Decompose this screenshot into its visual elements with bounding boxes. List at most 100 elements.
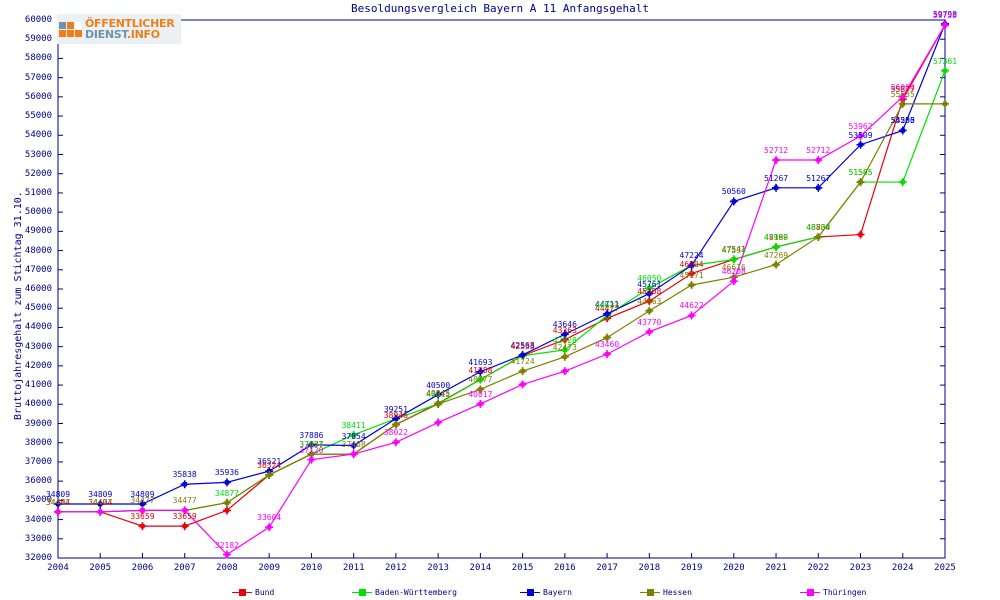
x-axis-tick: 2019 [680,563,703,573]
x-axis-tick: 2010 [300,563,323,573]
data-point-label: 45171 [679,271,704,280]
data-point [772,260,781,269]
logo-dienst: DIENST [85,28,127,41]
legend-item-hessen[interactable]: Hessen [640,588,692,597]
y-axis-tick: 42000 [24,360,52,371]
data-point [518,350,527,359]
x-axis-tick: 2004 [47,563,69,573]
data-point-label: 47534 [721,245,746,255]
data-point-label: 55877 [890,85,915,95]
legend-item-bayern[interactable]: Bayern [520,588,572,597]
data-point-label: 36324 [257,460,282,470]
x-axis-tick: 2015 [511,563,534,573]
data-point [729,255,738,264]
x-axis-tick: 2018 [638,563,661,573]
data-point-label: 34477 [172,496,197,506]
y-axis-tick: 43000 [24,341,52,352]
x-axis-tick: 2024 [891,563,914,573]
data-point-label: 37408 [341,440,366,450]
y-axis-tick: 37000 [24,456,52,467]
logo-line-1: ÖFFENTLICHER [85,17,175,30]
data-point [180,522,189,531]
legend-swatch-icon [352,588,372,597]
data-point-label: 43770 [637,317,662,327]
data-point-label: 37854 [341,431,366,441]
x-axis-tick: 2013 [427,563,449,573]
legend-label: Bund [255,588,275,597]
page-title: Besoldungsvergleich Bayern A 11 Anfangsg… [350,2,649,15]
data-point [560,330,569,339]
y-axis-tick: 55000 [24,111,52,122]
x-axis-tick: 2011 [342,563,365,573]
legend-item-bund[interactable]: Bund [232,588,274,597]
legend-label: Thüringen [823,588,867,597]
x-axis-tick: 2017 [596,563,618,573]
data-point-label: 34877 [214,488,239,498]
legend-item-th-ringen[interactable]: Thüringen [800,588,866,597]
y-axis-tick: 57000 [24,72,52,83]
data-point-label: 35838 [172,470,197,480]
data-point-label: 38946 [383,410,408,420]
data-point [856,132,865,141]
data-point-label: 51267 [806,173,831,183]
data-point-label: 38022 [383,428,408,438]
data-point [222,478,231,487]
legend-item-baden-w-rttemberg[interactable]: Baden-Württemberg [352,588,457,597]
data-point-label: 34809 [88,490,113,500]
y-axis-tick: 33000 [24,533,52,544]
legend-label: Baden-Württemberg [375,588,457,597]
data-point [603,333,612,342]
y-axis-tick: 52000 [24,168,52,179]
data-point-label: 52712 [806,146,831,156]
data-point [307,440,316,449]
data-point-label: 36521 [257,457,282,467]
logo-text: ÖFFENTLICHER DIENST.INFO [85,17,175,41]
data-point [898,92,907,101]
data-point-label: 34809 [130,490,155,500]
data-point [645,306,654,315]
x-axis-tick: 2012 [385,563,407,573]
y-axis-tick: 32000 [24,553,52,563]
data-point [603,350,612,359]
data-point [222,506,231,515]
data-point [222,550,231,559]
x-axis-tick: 2009 [258,563,281,573]
data-point-label: 44622 [595,301,620,311]
data-point-label: 45368 [637,287,662,297]
data-point [814,156,823,165]
data-point [772,156,781,165]
data-point [729,197,738,206]
legend-label: Bayern [543,588,572,597]
legend-swatch-icon [640,588,660,597]
y-axis-tick: 54000 [24,130,52,141]
data-point-label: 59798 [932,9,958,19]
data-point-label: 51565 [848,168,873,178]
data-point [434,418,443,427]
legend-swatch-icon [232,588,252,597]
data-point-label: 34477 [45,497,71,507]
data-point [222,498,231,507]
y-axis-tick: 60000 [24,15,52,25]
y-axis-tick: 40000 [24,399,52,410]
data-point-label: 45761 [637,279,662,289]
data-point-label: 33659 [172,512,197,522]
data-point [265,470,274,479]
x-axis-tick: 2014 [469,563,492,573]
data-point [391,420,400,429]
y-axis-tick: 50000 [24,207,52,218]
data-point [54,507,62,516]
data-point [518,380,527,389]
y-axis-tick: 56000 [24,91,52,102]
x-axis-tick: 2008 [216,563,238,573]
data-point [349,450,358,459]
data-point [180,506,189,515]
x-axis-tick: 2021 [765,563,787,573]
data-point-label: 46804 [679,259,704,269]
y-axis-tick: 44000 [24,322,52,333]
x-axis-tick: 2016 [554,563,576,573]
data-point [941,66,949,75]
logo-squares-icon [59,21,82,37]
data-point-label: 48709 [806,222,831,232]
data-point [941,21,949,30]
y-axis-tick: 35000 [24,495,52,506]
